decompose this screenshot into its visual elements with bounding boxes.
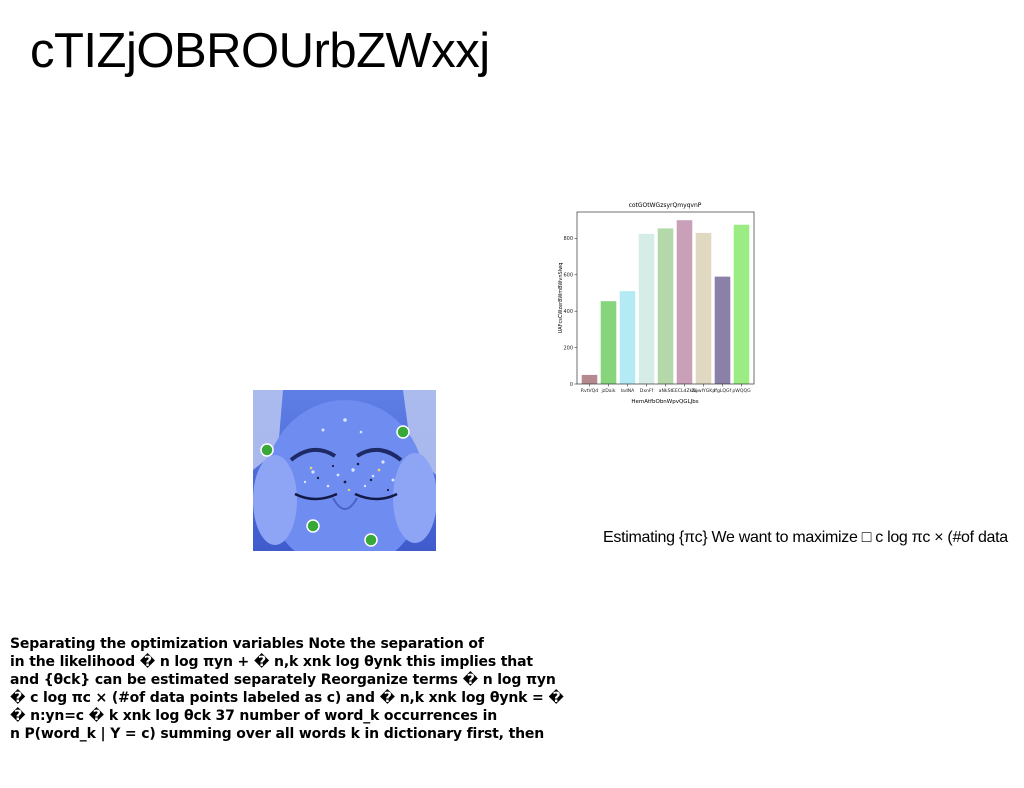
chart-title: cotGOtWGzsyrQmyqvnP (629, 202, 702, 209)
chart-bar (600, 301, 617, 384)
paragraph-line: n P(word_k | Y = c) summing over all wor… (10, 726, 545, 742)
chart-xlabel: HemAtfbObnWpvQGLJbs (631, 399, 698, 405)
y-tick-label: 400 (563, 309, 573, 315)
chart-bar (657, 228, 674, 384)
chart-bar (733, 224, 750, 384)
chart-bar (619, 291, 636, 384)
plot-frame (576, 211, 755, 385)
x-tick-label: jzDaik (601, 388, 616, 394)
face-photo-image (253, 390, 436, 551)
chart-plot-area: 0 200 400 600 800 RvtVQd jzDaik IadNA DxnFf aNkSt… (563, 211, 755, 394)
y-tick-label: 200 (563, 345, 573, 351)
y-tick-label: 600 (563, 273, 573, 279)
x-tick-label: ZuwIYGKp (692, 388, 716, 394)
paragraph-line: � n:yn=c � k xnk log θck 37 number of wo… (10, 708, 498, 724)
chart-bar (695, 232, 712, 384)
bar-chart-svg: cotGOtWGzsyrQmyqvnP HemAtfbObnWpvQGLJbs … (558, 202, 755, 405)
estimating-text: Estimating {πc} We want to maximize □ c … (603, 529, 1008, 546)
paragraph-line: Separating the optimization variables No… (10, 636, 484, 652)
chart-bar (581, 374, 598, 384)
body-paragraph: Separating the optimization variables No… (10, 635, 610, 743)
x-tick-label: aNkSt (659, 388, 673, 394)
chart-bar (638, 233, 655, 384)
face-photo (253, 390, 436, 551)
chart-ylabel: UAFcsCWzerBWmBWvnSIwq (558, 263, 564, 334)
y-tick-label: 0 (570, 382, 573, 388)
x-tick-label: EECLdZkNj (672, 388, 697, 394)
x-tick-label: RvtVQd (581, 388, 598, 394)
chart-bar (714, 276, 731, 384)
bar-chart: cotGOtWGzsyrQmyqvnP HemAtfbObnWpvQGLJbs … (552, 197, 764, 409)
page-title: cTIZjOBROUrbZWxxj (30, 24, 490, 78)
chart-bar (676, 220, 693, 384)
paragraph-line: in the likelihood � n log πyn + � n,k xn… (10, 654, 533, 670)
paragraph-line: � c log πc × (#of data points labeled as… (10, 690, 564, 706)
x-tick-label: DxnFf (640, 388, 654, 394)
x-tick-label: ffgLQGf (714, 388, 732, 394)
x-tick-label: pWQQG (732, 388, 751, 394)
paragraph-line: and {θck} can be estimated separately Re… (10, 672, 556, 688)
x-tick-label: IadNA (621, 388, 636, 394)
y-tick-label: 800 (563, 236, 573, 242)
